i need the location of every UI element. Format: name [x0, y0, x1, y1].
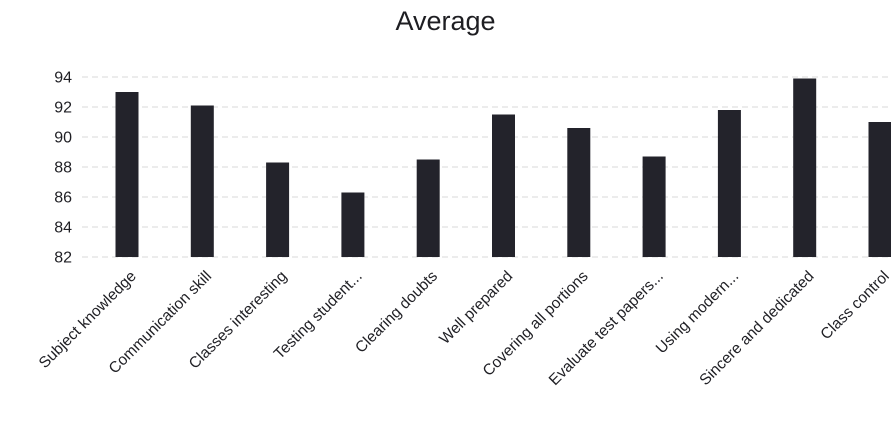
- y-tick-label: 86: [54, 190, 72, 207]
- bar: [492, 114, 515, 257]
- y-tick-label: 92: [54, 100, 72, 117]
- chart-title: Average: [395, 6, 496, 36]
- x-tick-label: Clearing doubts: [352, 268, 441, 357]
- bar: [416, 159, 440, 257]
- y-tick-label: 84: [54, 220, 72, 237]
- bar: [115, 92, 139, 257]
- y-tick-label: 88: [54, 160, 72, 177]
- x-tick-label: Well prepared: [436, 268, 516, 348]
- bar: [190, 105, 214, 257]
- gridlines: [82, 76, 888, 258]
- bar: [868, 122, 891, 257]
- y-tick-label: 90: [54, 130, 72, 147]
- bars: [115, 78, 891, 257]
- bar: [266, 162, 290, 257]
- bar: [341, 192, 365, 257]
- y-tick-label: 94: [54, 70, 72, 87]
- bar: [717, 110, 741, 257]
- bar: [642, 156, 666, 257]
- bar: [567, 128, 591, 257]
- bar: [793, 78, 817, 257]
- y-tick-label: 82: [54, 250, 72, 267]
- y-axis-ticks: 82 84 86 88 90 92 94: [54, 70, 72, 267]
- x-tick-label: Class control: [817, 268, 891, 343]
